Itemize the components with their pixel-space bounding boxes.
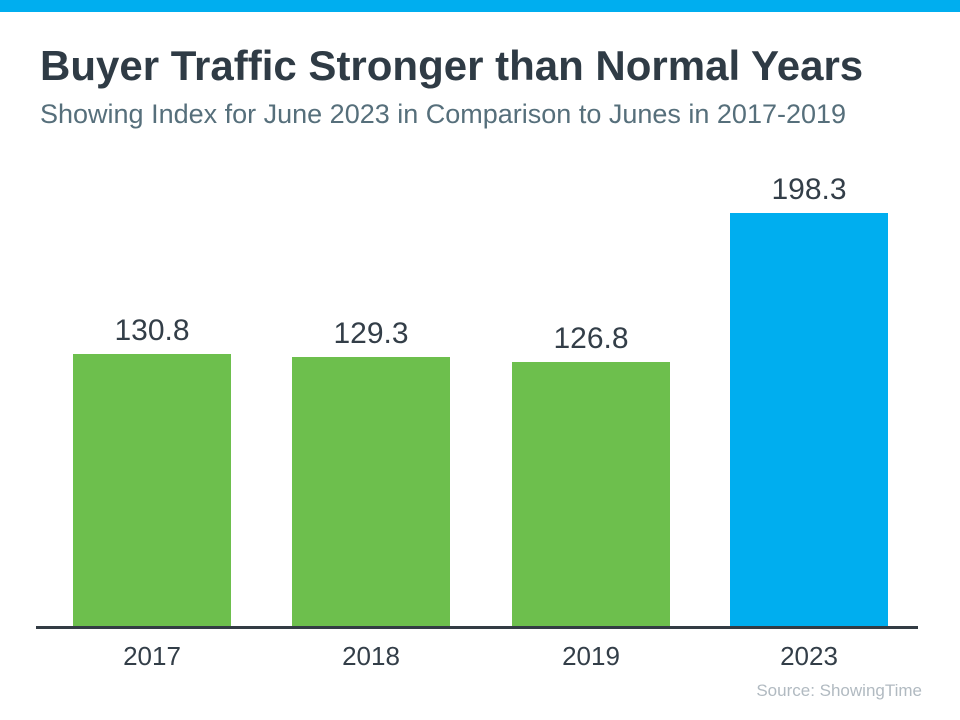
bar-year-label-2019: 2019 <box>562 641 620 671</box>
page-subtitle: Showing Index for June 2023 in Compariso… <box>40 99 847 129</box>
bar-value-label-2017: 130.8 <box>114 314 190 347</box>
bar-2019 <box>512 362 670 626</box>
accent-strip <box>0 0 960 12</box>
bar-2023 <box>730 213 888 626</box>
x-axis-line <box>36 626 918 629</box>
bar-year-label-2018: 2018 <box>342 641 400 671</box>
bar-value-label-2018: 129.3 <box>333 317 409 350</box>
bar-value-label-2019: 126.8 <box>553 322 629 355</box>
bar-2017 <box>73 354 231 626</box>
bar-year-label-2017: 2017 <box>123 641 181 671</box>
page-title: Buyer Traffic Stronger than Normal Years <box>40 42 864 89</box>
source-credit: Source: ShowingTime <box>756 681 922 700</box>
bar-2018 <box>292 357 450 626</box>
bar-year-label-2023: 2023 <box>780 641 838 671</box>
bar-value-label-2023: 198.3 <box>771 173 847 206</box>
